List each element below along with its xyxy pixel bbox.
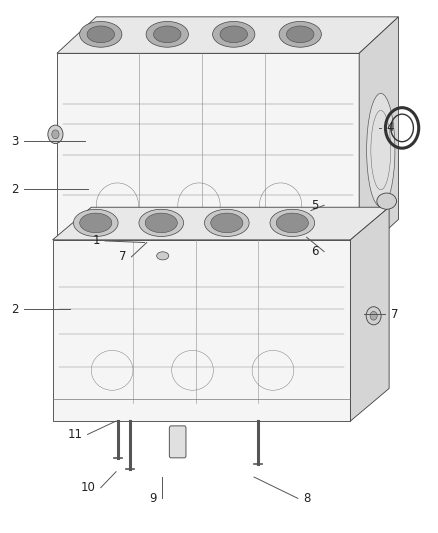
Ellipse shape	[377, 193, 396, 209]
Ellipse shape	[276, 213, 308, 233]
Ellipse shape	[270, 209, 314, 237]
Polygon shape	[53, 207, 389, 240]
Ellipse shape	[367, 93, 395, 207]
Ellipse shape	[87, 26, 114, 43]
Text: 10: 10	[81, 481, 95, 494]
Circle shape	[366, 306, 381, 325]
Text: 7: 7	[391, 308, 398, 321]
Text: 9: 9	[149, 492, 157, 505]
Text: 1: 1	[92, 235, 100, 247]
Ellipse shape	[139, 209, 184, 237]
Text: 5: 5	[311, 199, 319, 212]
Ellipse shape	[153, 26, 181, 43]
Ellipse shape	[205, 209, 249, 237]
Polygon shape	[57, 53, 359, 256]
Ellipse shape	[157, 252, 169, 260]
Ellipse shape	[80, 213, 112, 233]
Polygon shape	[359, 17, 399, 256]
Text: 3: 3	[11, 135, 19, 148]
Ellipse shape	[146, 21, 188, 47]
Circle shape	[370, 311, 377, 320]
Polygon shape	[350, 207, 389, 421]
Ellipse shape	[220, 26, 247, 43]
Polygon shape	[57, 17, 399, 53]
Ellipse shape	[279, 21, 321, 47]
Text: 2: 2	[11, 303, 19, 316]
Ellipse shape	[212, 21, 255, 47]
Circle shape	[48, 125, 63, 143]
Text: 6: 6	[311, 245, 319, 258]
Circle shape	[52, 130, 59, 139]
Text: 7: 7	[119, 251, 126, 263]
Ellipse shape	[286, 26, 314, 43]
Text: 4: 4	[386, 122, 394, 134]
Text: 2: 2	[11, 183, 19, 196]
Ellipse shape	[145, 213, 177, 233]
Ellipse shape	[74, 209, 118, 237]
Ellipse shape	[211, 213, 243, 233]
Text: 8: 8	[303, 492, 311, 505]
Ellipse shape	[80, 21, 122, 47]
Text: 11: 11	[67, 428, 82, 441]
Polygon shape	[53, 240, 350, 421]
FancyBboxPatch shape	[170, 426, 186, 458]
